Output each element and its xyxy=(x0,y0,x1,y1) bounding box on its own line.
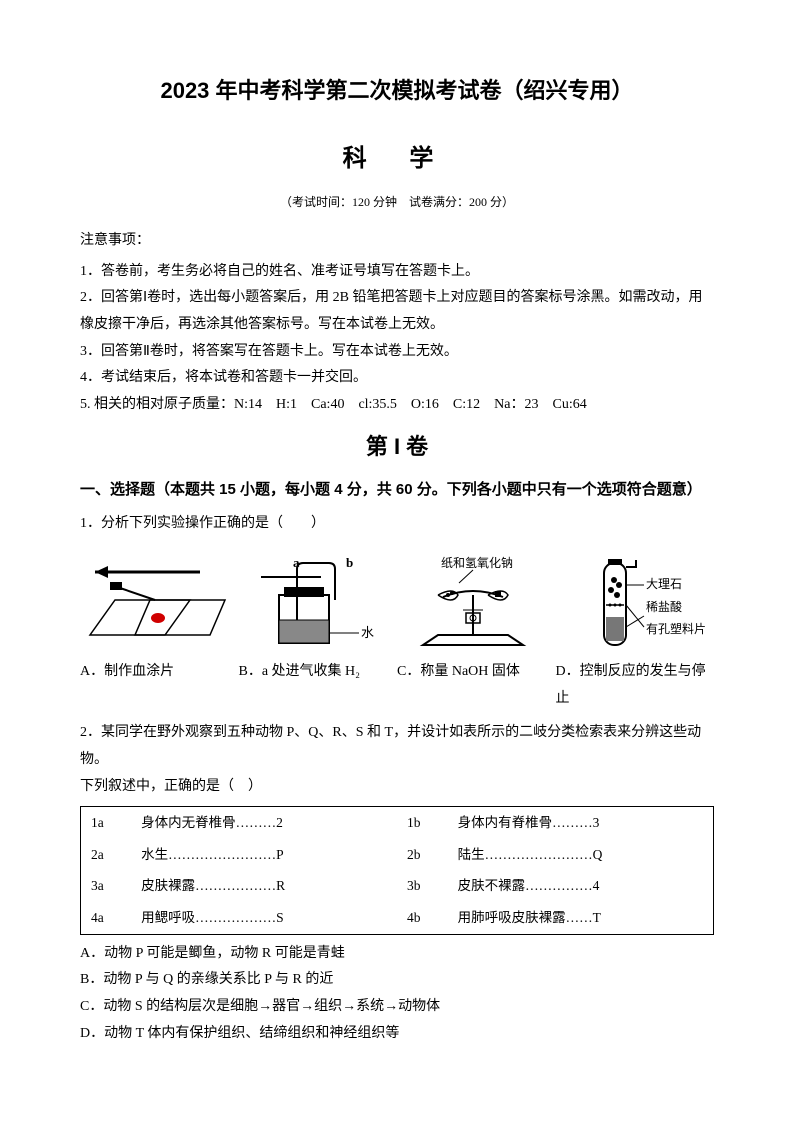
q1-fig-b: a b 水 xyxy=(251,555,381,655)
label-b: b xyxy=(346,555,353,570)
q1-options: A．制作血涂片 B．a 处进气收集 H₂ C．称量 NaOH 固体 D．控制反应… xyxy=(80,659,714,712)
notice-header: 注意事项： xyxy=(80,228,714,255)
table-row: 4a用鳃呼吸………………S 4b用肺呼吸皮肤裸露……T xyxy=(81,902,714,934)
table-row: 1a身体内无脊椎骨………2 1b身体内有脊椎骨………3 xyxy=(81,807,714,839)
notice-item: 4．考试结束后，将本试卷和答题卡一并交回。 xyxy=(80,365,714,392)
table-row: 3a皮肤裸露………………R 3b皮肤不裸露……………4 xyxy=(81,870,714,902)
q2-stem-2: 下列叙述中，正确的是（ ） xyxy=(80,774,714,801)
label-water: 水 xyxy=(361,625,374,640)
q2-opt-a: A．动物 P 可能是鲫鱼，动物 R 可能是青蛙 xyxy=(80,941,714,968)
q1-fig-a xyxy=(80,560,230,655)
label-plate: 有孔塑料片 xyxy=(646,621,706,636)
notice-item: 2．回答第Ⅰ卷时，选出每小题答案后，用 2B 铅笔把答题卡上对应题目的答案标号涂… xyxy=(80,285,714,338)
q2-stem-1: 2．某同学在野外观察到五种动物 P、Q、R、S 和 T，并设计如表所示的二岐分类… xyxy=(80,720,714,773)
page-title: 2023 年中考科学第二次模拟考试卷（绍兴专用） xyxy=(80,70,714,112)
q1-opt-b: B．a 处进气收集 H₂ xyxy=(239,659,398,712)
subject-title: 科 学 xyxy=(80,136,714,182)
q1-fig-c: 纸和氢氧化钠 xyxy=(403,555,543,655)
section-heading: 一、选择题（本题共 15 小题，每小题 4 分，共 60 分。下列各小题中只有一… xyxy=(80,476,714,505)
q2-opt-d: D．动物 T 体内有保护组织、结缔组织和神经组织等 xyxy=(80,1021,714,1048)
notice-item: 1．答卷前，考生务必将自己的姓名、准考证号填写在答题卡上。 xyxy=(80,259,714,286)
q2-key-table: 1a身体内无脊椎骨………2 1b身体内有脊椎骨………3 2a水生……………………… xyxy=(80,806,714,935)
label-marble: 大理石 xyxy=(646,577,682,591)
volume-title: 第 I 卷 xyxy=(80,426,714,468)
notice-item: 5. 相关的相对原子质量：N:14 H:1 Ca:40 cl:35.5 O:16… xyxy=(80,392,714,419)
q1-opt-d: D．控制反应的发生与停止 xyxy=(556,659,715,712)
q1-fig-d: 大理石 稀盐酸 有孔塑料片 xyxy=(564,555,714,655)
exam-meta: （考试时间：120 分钟 试卷满分：200 分） xyxy=(80,191,714,214)
q2-opt-b: B．动物 P 与 Q 的亲缘关系比 P 与 R 的近 xyxy=(80,967,714,994)
table-row: 2a水生……………………P 2b陆生……………………Q xyxy=(81,839,714,871)
q1-figures: a b 水 纸和氢氧化钠 xyxy=(80,545,714,655)
notice-item: 3．回答第Ⅱ卷时，将答案写在答题卡上。写在本试卷上无效。 xyxy=(80,339,714,366)
q1-opt-c: C．称量 NaOH 固体 xyxy=(397,659,556,712)
label-hcl: 稀盐酸 xyxy=(646,599,682,614)
q2-options: A．动物 P 可能是鲫鱼，动物 R 可能是青蛙 B．动物 P 与 Q 的亲缘关系… xyxy=(80,941,714,1047)
q2-opt-c: C．动物 S 的结构层次是细胞→器官→组织→系统→动物体 xyxy=(80,994,714,1021)
q1-opt-a: A．制作血涂片 xyxy=(80,659,239,712)
label-naoh: 纸和氢氧化钠 xyxy=(441,555,513,570)
q1-stem: 1．分析下列实验操作正确的是（ ） xyxy=(80,511,714,538)
